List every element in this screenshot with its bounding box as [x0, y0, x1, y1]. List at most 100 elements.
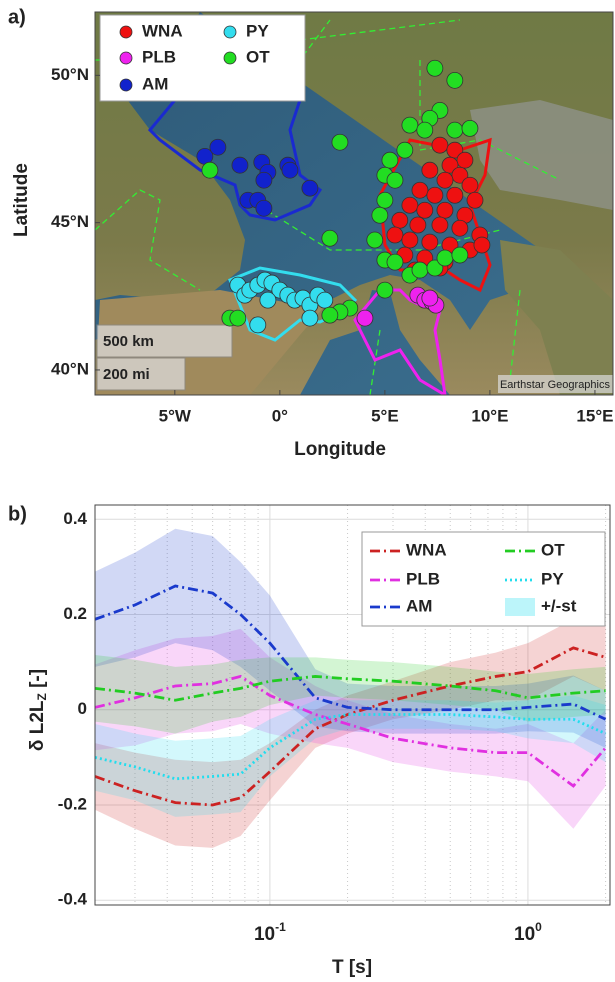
legend-label: +/-st [541, 596, 577, 615]
x-tick-label: 100 [514, 920, 542, 945]
std-band [95, 628, 606, 829]
x-tick-label: 5°E [371, 406, 399, 425]
point [426, 186, 444, 204]
y-tick-label: 0.4 [63, 509, 87, 528]
point [431, 136, 449, 154]
point [466, 191, 484, 209]
point [441, 156, 459, 174]
point [446, 71, 464, 89]
point [409, 216, 427, 234]
point [231, 156, 249, 174]
point [446, 141, 464, 159]
series-line [95, 584, 607, 721]
point [421, 233, 439, 251]
scale-km: 500 km [103, 333, 154, 350]
point [281, 161, 299, 179]
point [411, 181, 429, 199]
lines [95, 528, 607, 848]
y-tick-label: 0 [78, 699, 87, 718]
y-tick-label: 0.2 [63, 604, 87, 623]
point [371, 206, 389, 224]
point [316, 291, 334, 309]
x-axis-label: Longitude [294, 439, 386, 460]
point [229, 309, 247, 327]
y-axis-label: Latitude [11, 163, 32, 237]
point [431, 216, 449, 234]
std-band [95, 528, 606, 748]
series-line [95, 646, 607, 807]
std-band [95, 655, 606, 734]
x-tick-label: 15°E [576, 406, 613, 425]
credit: Earthstar Geographics [500, 379, 611, 391]
y-tick-label: -0.4 [58, 890, 88, 909]
point [401, 231, 419, 249]
borders [95, 189, 521, 395]
point [331, 133, 349, 151]
point [391, 211, 409, 229]
point [461, 119, 479, 137]
x-tick-label: 10-1 [254, 920, 286, 945]
std-band [95, 619, 606, 848]
point [356, 309, 374, 327]
point [201, 161, 219, 179]
point [451, 166, 469, 184]
scale-box [96, 357, 186, 391]
legend-marker [119, 51, 133, 65]
y-tick-label: 50°N [51, 65, 89, 84]
legend-marker [119, 25, 133, 39]
point [301, 179, 319, 197]
region-plb [353, 288, 447, 395]
legend-box [361, 531, 606, 627]
legend-marker [223, 51, 237, 65]
legend-label: OT [541, 540, 565, 559]
point [436, 171, 454, 189]
point [249, 316, 267, 334]
std-band [95, 695, 606, 817]
point [259, 291, 277, 309]
legend-label: WNA [406, 540, 447, 559]
scale-mi: 200 mi [103, 366, 150, 383]
point [386, 226, 404, 244]
point [416, 121, 434, 139]
legend-label: OT [246, 47, 270, 66]
legend-label: WNA [142, 21, 183, 40]
point [301, 309, 319, 327]
land [95, 12, 613, 395]
y-tick-label: 40°N [51, 359, 89, 378]
point [421, 289, 439, 307]
legend-label: PLB [142, 47, 176, 66]
point [366, 231, 384, 249]
y-axis-label: δ L2LZ [-] [27, 669, 49, 751]
x-axis-label: T [s] [332, 957, 372, 978]
legend-label: PY [246, 21, 269, 40]
point [255, 199, 273, 217]
point [386, 171, 404, 189]
point [426, 259, 444, 277]
legend-marker [223, 25, 237, 39]
point [401, 196, 419, 214]
legend-box [99, 14, 306, 102]
point [473, 236, 491, 254]
legend-label: PY [541, 569, 564, 588]
point [381, 151, 399, 169]
point [396, 141, 414, 159]
legend-label: AM [142, 74, 168, 93]
map-points [196, 59, 491, 334]
legend-label: AM [406, 596, 432, 615]
point [386, 253, 404, 271]
point [376, 281, 394, 299]
italy [500, 240, 613, 395]
point [321, 306, 339, 324]
panel-label: b) [8, 503, 27, 525]
point [255, 171, 273, 189]
point [436, 201, 454, 219]
point [456, 151, 474, 169]
panel-label: a) [8, 6, 26, 28]
point [411, 261, 429, 279]
point [461, 176, 479, 194]
point [426, 59, 444, 77]
point [209, 138, 227, 156]
point [421, 161, 439, 179]
